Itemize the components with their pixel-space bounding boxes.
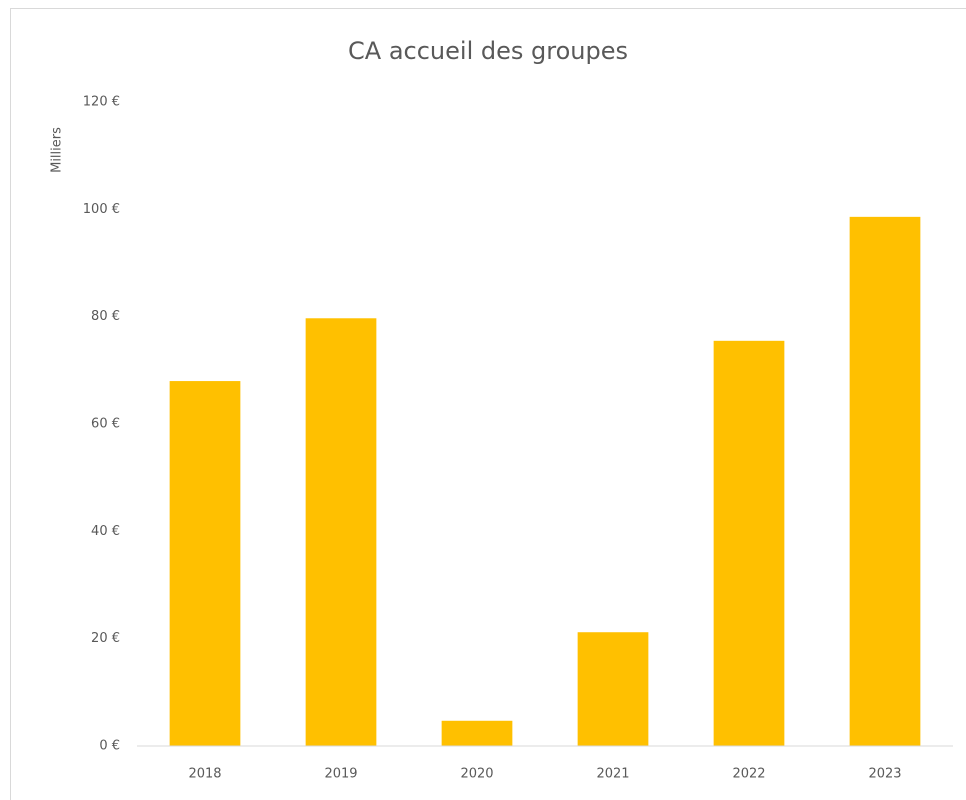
chart-title: CA accueil des groupes (348, 37, 628, 65)
chart-border (10, 8, 966, 800)
bar (577, 632, 649, 746)
y-tick-label: 120 € (83, 95, 120, 110)
bar (713, 340, 785, 746)
y-axis-title: Milliers (50, 127, 65, 173)
x-tick-label: 2018 (188, 767, 221, 782)
y-tick-label: 60 € (91, 417, 120, 432)
x-tick-label: 2021 (596, 767, 629, 782)
bar (169, 381, 241, 746)
bar (305, 318, 377, 746)
x-tick-label: 2023 (868, 767, 901, 782)
x-tick-label: 2022 (732, 767, 765, 782)
y-tick-label: 0 € (99, 739, 120, 754)
y-tick-label: 80 € (91, 309, 120, 324)
x-tick-label: 2020 (460, 767, 493, 782)
x-tick-label: 2019 (324, 767, 357, 782)
y-tick-label: 100 € (83, 202, 120, 217)
y-tick-label: 20 € (91, 631, 120, 646)
bar (849, 216, 921, 746)
y-tick-label: 40 € (91, 524, 120, 539)
bar (441, 720, 513, 746)
